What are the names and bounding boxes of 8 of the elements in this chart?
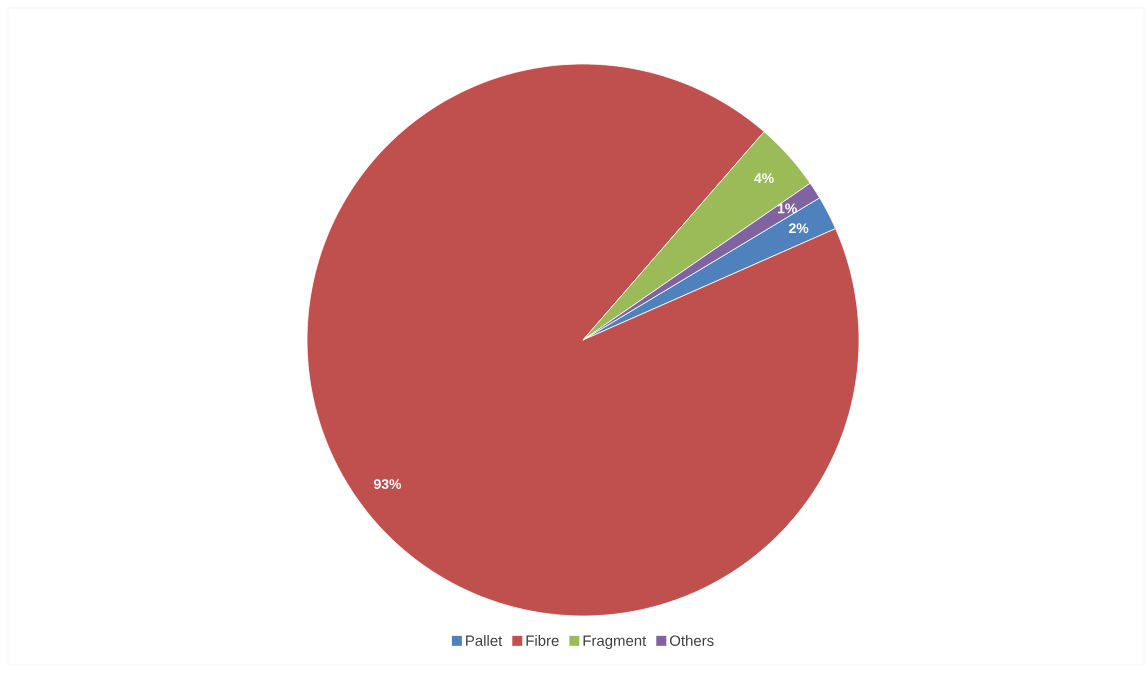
data-label: 4% <box>754 173 774 184</box>
legend-label: Pallet <box>466 635 503 646</box>
data-label: 93% <box>374 479 402 490</box>
legend-label: Others <box>669 635 714 646</box>
data-label: 1% <box>777 203 797 214</box>
legend-label: Fragment <box>583 635 647 649</box>
legend-label: Fibre <box>526 635 559 646</box>
data-label: 2% <box>789 223 809 234</box>
